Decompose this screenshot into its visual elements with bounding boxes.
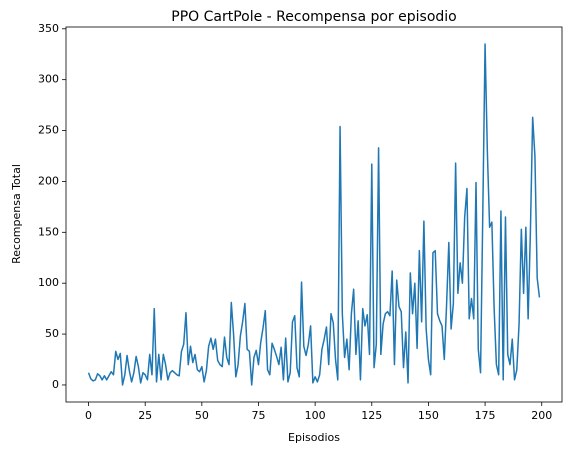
y-tick-label: 200 xyxy=(38,174,59,187)
y-tick-label: 350 xyxy=(38,22,59,35)
chart-title: PPO CartPole - Recompensa por episodio xyxy=(171,9,456,25)
y-tick-label: 150 xyxy=(38,225,59,238)
x-tick-label: 25 xyxy=(138,409,152,422)
x-tick-label: 175 xyxy=(475,409,496,422)
x-tick-label: 75 xyxy=(251,409,265,422)
y-tick-label: 300 xyxy=(38,73,59,86)
x-tick-label: 200 xyxy=(531,409,552,422)
x-tick-label: 100 xyxy=(305,409,326,422)
x-axis-label: Episodios xyxy=(288,431,340,444)
x-tick-label: 0 xyxy=(85,409,92,422)
y-tick-label: 250 xyxy=(38,124,59,137)
y-tick-label: 100 xyxy=(38,276,59,289)
x-tick-label: 125 xyxy=(361,409,382,422)
y-tick-label: 50 xyxy=(45,327,59,340)
y-tick-label: 0 xyxy=(52,378,59,391)
y-axis-label: Recompensa Total xyxy=(10,164,23,264)
data-line xyxy=(87,43,541,386)
x-tick-label: 150 xyxy=(418,409,439,422)
plot-frame xyxy=(65,26,563,403)
x-tick-label: 50 xyxy=(195,409,209,422)
